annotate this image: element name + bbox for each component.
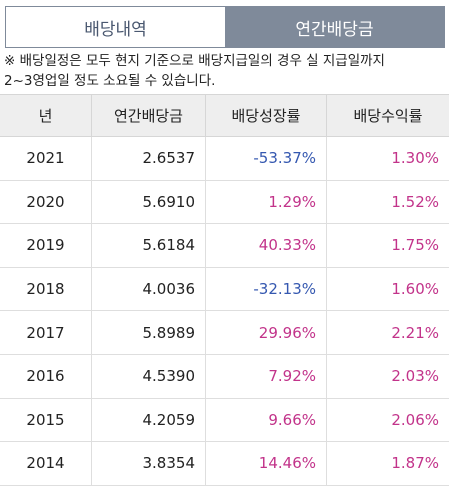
cell-dividend-yield: 2.03% (391, 367, 439, 386)
notice-line-2: 2~3영업일 정도 소요될 수 있습니다. (4, 73, 216, 89)
cell-dividend-growth: 29.96% (206, 311, 327, 354)
header-annual-dividend: 연간배당금 (92, 95, 206, 136)
cell-dividend-growth: 40.33% (206, 224, 327, 267)
table-row: 2014 3.8354 14.46% 1.87% (0, 442, 449, 486)
cell-year: 2017 (0, 311, 92, 354)
cell-year: 2015 (0, 398, 92, 442)
table-row: 2015 4.2059 9.66% 2.06% (0, 398, 449, 443)
tab-dividend-history[interactable]: 배당내역 (6, 7, 225, 47)
cell-annual-dividend: 4.0036 (92, 267, 206, 311)
cell-dividend-yield: 2.21% (391, 323, 439, 342)
cell-dividend-growth: 1.29% (206, 180, 327, 224)
table-row: 2020 5.6910 1.29% 1.52% (0, 180, 449, 225)
table-header: 년 연간배당금 배당성장률 배당수익률 (0, 94, 449, 137)
cell-year: 2020 (0, 180, 92, 224)
table-row: 2017 5.8989 29.96% 2.21% (0, 311, 449, 355)
table-body: 2021 2.6537 -53.37% 1.30% 2020 5.6910 1.29% 1.5… (0, 137, 449, 486)
cell-year: 2021 (0, 137, 92, 180)
cell-dividend-growth: 9.66% (206, 398, 327, 442)
header-dividend-growth: 배당성장률 (206, 95, 327, 136)
cell-dividend-growth: 14.46% (206, 442, 327, 485)
cell-year: 2016 (0, 354, 92, 398)
tab-bar: 배당내역 연간배당금 (5, 6, 445, 48)
table-row: 2019 5.6184 40.33% 1.75% (0, 224, 449, 268)
cell-annual-dividend: 4.5390 (92, 354, 206, 398)
cell-year: 2019 (0, 224, 92, 267)
table-row: 2018 4.0036 -32.13% 1.60% (0, 267, 449, 312)
cell-dividend-growth: -32.13% (206, 267, 327, 311)
cell-dividend-yield: 1.87% (391, 454, 439, 473)
cell-dividend-yield: 2.06% (391, 410, 439, 429)
header-year: 년 (0, 95, 92, 136)
cell-dividend-yield: 1.60% (391, 280, 439, 299)
tab-annual-dividend[interactable]: 연간배당금 (225, 7, 444, 47)
cell-year: 2018 (0, 267, 92, 311)
cell-annual-dividend: 4.2059 (92, 398, 206, 442)
annual-dividend-table: 년 연간배당금 배당성장률 배당수익률 2021 2.6537 -53.37% 1.3… (0, 94, 449, 486)
cell-annual-dividend: 2.6537 (92, 137, 206, 180)
cell-year: 2014 (0, 442, 92, 485)
cell-annual-dividend: 5.8989 (92, 311, 206, 354)
cell-dividend-yield: 1.52% (391, 192, 439, 211)
cell-annual-dividend: 5.6910 (92, 180, 206, 224)
cell-dividend-yield: 1.30% (391, 149, 439, 168)
table-row: 2021 2.6537 -53.37% 1.30% (0, 137, 449, 181)
header-dividend-yield: 배당수익률 (353, 107, 423, 125)
notice-line-1: ※ 배당일정은 모두 현지 기준으로 배당지급일의 경우 실 지급일까지 (4, 53, 385, 69)
cell-dividend-growth: -53.37% (206, 137, 327, 180)
cell-dividend-growth: 7.92% (206, 354, 327, 398)
dividend-notice: ※ 배당일정은 모두 현지 기준으로 배당지급일의 경우 실 지급일까지 2~3… (4, 51, 444, 91)
cell-annual-dividend: 5.6184 (92, 224, 206, 267)
table-row: 2016 4.5390 7.92% 2.03% (0, 354, 449, 399)
cell-annual-dividend: 3.8354 (92, 442, 206, 485)
cell-dividend-yield: 1.75% (391, 236, 439, 255)
